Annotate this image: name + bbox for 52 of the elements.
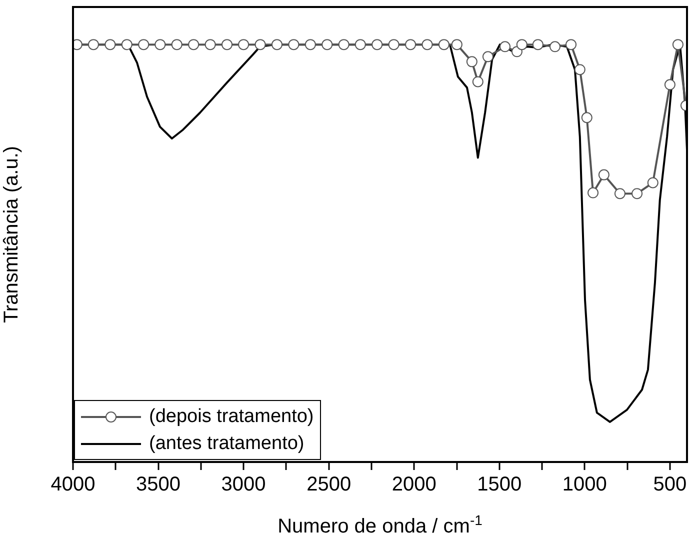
y-axis-title: Transmitância (a.u.) (0, 146, 23, 324)
point (472, 76, 484, 88)
point (598, 169, 610, 180)
point (171, 39, 182, 50)
x-tick-label: 4000 (50, 474, 96, 496)
point (516, 39, 528, 50)
point (288, 39, 300, 50)
point (238, 39, 250, 50)
point (588, 187, 599, 198)
point (422, 39, 433, 50)
point (121, 39, 132, 50)
point (254, 39, 266, 50)
x-tick-label: 2500 (306, 474, 352, 496)
point (388, 39, 400, 50)
x-tick-label: 3500 (136, 474, 181, 496)
point (104, 39, 116, 50)
point (632, 188, 643, 200)
point (482, 51, 494, 62)
point (647, 177, 658, 188)
point (222, 39, 233, 50)
point (322, 39, 333, 50)
point (466, 56, 478, 68)
point (532, 39, 544, 50)
x-tick-label: 500 (653, 474, 687, 496)
point (204, 39, 216, 50)
point (672, 39, 684, 50)
point (372, 39, 383, 50)
point (271, 39, 282, 50)
legend-label: (depois tratamento) (149, 406, 314, 428)
point (581, 112, 592, 124)
point (354, 39, 366, 50)
point (88, 39, 99, 50)
point (438, 39, 450, 50)
point (549, 41, 560, 52)
point (338, 39, 350, 50)
point (614, 188, 626, 200)
point (138, 39, 150, 50)
point (500, 41, 511, 52)
x-tick-label: 1500 (477, 474, 522, 496)
x-tick-label: 3000 (221, 474, 266, 496)
x-tick-label: 2000 (392, 474, 436, 496)
point (405, 39, 416, 50)
point (451, 39, 462, 50)
point (188, 39, 200, 50)
x-tick-label: 1000 (562, 474, 607, 496)
legend-label: (antes tratamento) (149, 432, 304, 454)
point (154, 39, 166, 50)
point (304, 39, 316, 50)
point (566, 39, 577, 50)
point (664, 79, 676, 90)
point (574, 64, 586, 76)
x-axis-title: Numero de onda / cm$^{-1}$ (276, 512, 484, 539)
